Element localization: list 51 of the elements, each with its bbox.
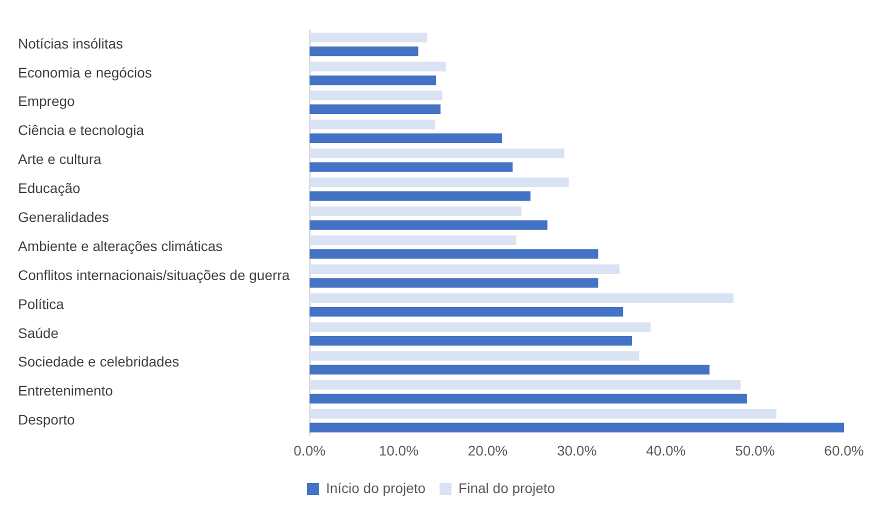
bar <box>310 278 598 288</box>
bar <box>310 220 548 230</box>
x-tick-label: 20.0% <box>468 442 508 458</box>
y-tick-label: Conflitos internacionais/situações de guerra <box>18 266 290 283</box>
bar <box>310 162 513 172</box>
x-tick-label: 50.0% <box>735 442 775 458</box>
bar <box>310 133 502 143</box>
y-tick-label: Notícias insólitas <box>18 35 124 52</box>
x-tick-label: 30.0% <box>556 442 597 458</box>
bar <box>310 409 776 419</box>
y-tick-label: Emprego <box>18 93 76 110</box>
y-tick-label: Generalidades <box>18 208 110 225</box>
bar <box>310 364 710 375</box>
x-tick-label: 10.0% <box>378 442 419 458</box>
bar <box>310 120 436 130</box>
bar <box>310 148 564 158</box>
bar <box>310 380 741 390</box>
y-tick-label: Economia e negócios <box>18 64 152 80</box>
bar <box>310 191 530 201</box>
bar <box>310 336 632 346</box>
bar <box>310 75 436 86</box>
x-tick-label: 60.0% <box>824 442 864 458</box>
x-tick-label: 40.0% <box>646 442 686 458</box>
bar <box>310 293 734 303</box>
bar <box>310 104 441 114</box>
bar <box>310 264 620 274</box>
bar <box>310 32 428 42</box>
bar <box>310 62 446 72</box>
legend-label: Final do projeto <box>458 480 556 496</box>
legend-label: Início do projeto <box>326 480 426 496</box>
bar <box>310 206 522 216</box>
bar <box>310 249 598 259</box>
y-tick-label: Ambiente e alterações climáticas <box>18 238 223 254</box>
bar <box>310 322 651 332</box>
bar <box>310 46 418 56</box>
y-tick-label: Ciência e tecnologia <box>18 122 144 138</box>
bar <box>310 307 624 317</box>
bar <box>310 235 516 246</box>
bar <box>310 178 569 188</box>
bar <box>310 394 747 404</box>
bar <box>310 90 442 100</box>
y-tick-label: Saúde <box>18 324 59 341</box>
y-tick-label: Educação <box>18 180 80 196</box>
y-tick-label: Arte e cultura <box>18 151 102 168</box>
x-tick-label: 0.0% <box>294 442 326 458</box>
y-tick-label: Política <box>18 296 64 312</box>
y-tick-label: Sociedade e celebridades <box>18 354 180 370</box>
bar <box>310 422 844 432</box>
bar <box>310 351 640 361</box>
y-tick-label: Entretenimento <box>18 382 114 399</box>
y-tick-label: Desporto <box>18 412 76 428</box>
